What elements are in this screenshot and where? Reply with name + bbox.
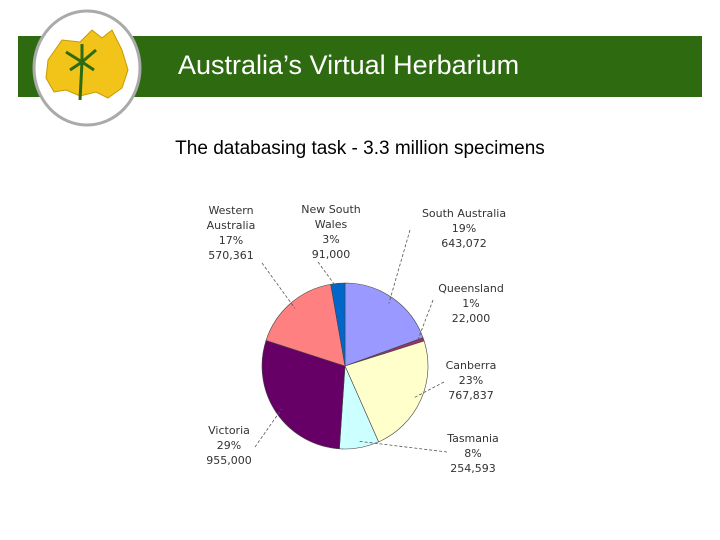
label-name: South Australia (421, 207, 507, 220)
slice-label: New South Wales 3% 91,000 (294, 202, 369, 262)
leader-line (254, 408, 283, 448)
label-count: 570,361 (208, 249, 254, 262)
label-percent: 1% (462, 297, 480, 310)
label-count: 91,000 (311, 248, 351, 261)
label-name: Tasmania (447, 432, 499, 445)
page-title: Australia’s Virtual Herbarium (178, 50, 520, 80)
leader-line (416, 299, 434, 342)
chart-title: The databasing task - 3.3 million specim… (175, 138, 545, 159)
label-percent: 19% (451, 222, 477, 235)
slice-label: Queensland 1% 22,000 (426, 281, 516, 326)
pie-slice (344, 340, 429, 443)
pie-slice (344, 282, 424, 367)
slice-label: Tasmania 8% 254,593 (428, 431, 518, 476)
pie-slice (265, 283, 346, 367)
label-name: Western Australia (206, 204, 256, 232)
label-count: 955,000 (206, 454, 252, 467)
leader-line (388, 229, 411, 304)
logo-palm (65, 44, 97, 101)
label-percent: 3% (322, 233, 340, 246)
label-count: 254,593 (450, 462, 496, 475)
leader-line (414, 381, 445, 398)
label-name: Victoria (208, 424, 250, 437)
label-count: 643,072 (441, 237, 487, 250)
leader-line (261, 262, 296, 309)
pie-slice (330, 282, 346, 367)
label-percent: 8% (464, 447, 482, 460)
label-name: Queensland (438, 282, 504, 295)
leader-line (317, 261, 339, 291)
slice-label: South Australia 19% 643,072 (409, 206, 519, 251)
label-count: 22,000 (451, 312, 491, 325)
label-percent: 23% (458, 374, 484, 387)
label-percent: 29% (216, 439, 242, 452)
label-name: New South Wales (301, 203, 361, 231)
label-percent: 17% (218, 234, 244, 247)
slice-label: Canberra 23% 767,837 (426, 358, 516, 403)
slice-label: Western Australia 17% 570,361 (196, 203, 266, 263)
label-count: 767,837 (448, 389, 494, 402)
pie-slice (261, 340, 346, 450)
label-name: Canberra (445, 359, 497, 372)
slice-label: Victoria 29% 955,000 (194, 423, 264, 468)
